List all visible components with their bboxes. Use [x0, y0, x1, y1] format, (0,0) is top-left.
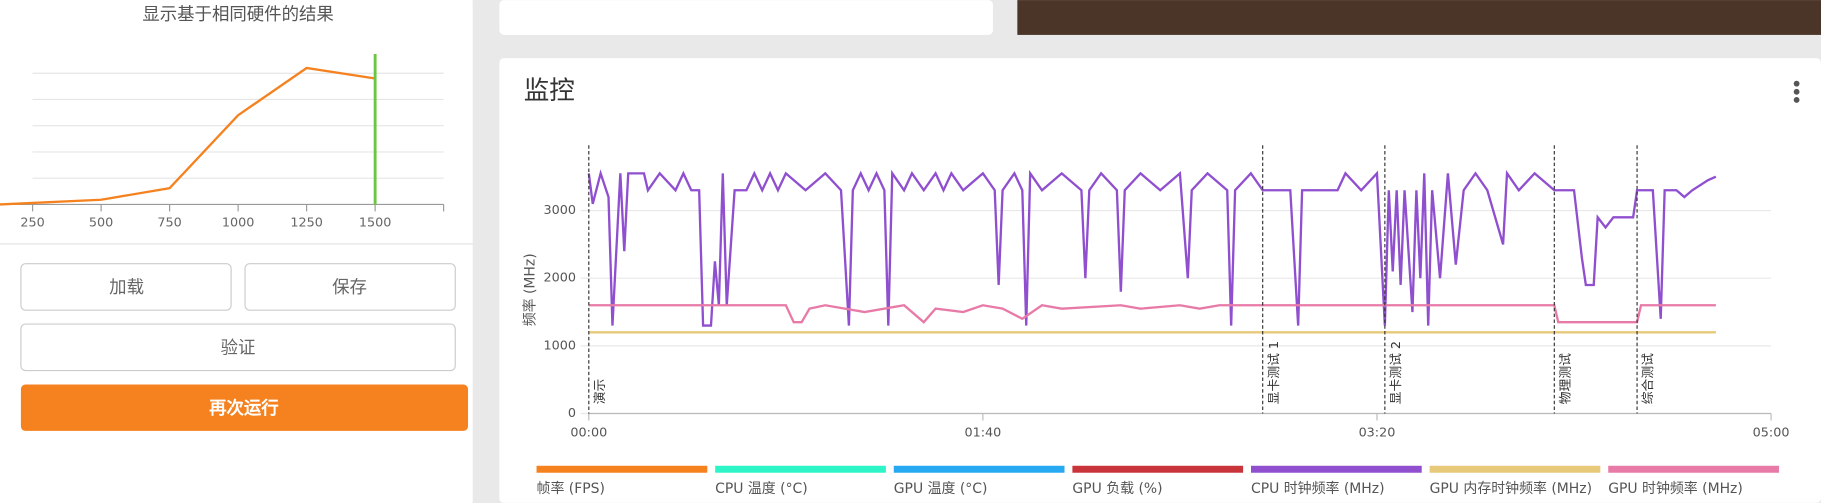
button[interactable] [20, 323, 456, 372]
score-card [499, 0, 993, 35]
event-label: 综合测试 [1641, 353, 1656, 404]
x-tick-label: 03:20 [1359, 426, 1396, 441]
x-tick-label: 05:00 [1753, 426, 1790, 441]
y-axis-label: 频率 (MHz) [522, 253, 539, 326]
legend-swatch [1251, 465, 1422, 473]
menu-dot[interactable] [1793, 88, 1800, 95]
event-label: 物理测试 [1558, 353, 1573, 404]
y-tick-label: 1000 [544, 338, 577, 353]
legend-label: GPU 温度 (°C) [894, 481, 988, 497]
x-tick-label: 1250 [290, 216, 323, 231]
event-label: 显卡测试 1 [1267, 341, 1282, 404]
legend-swatch [1429, 465, 1601, 473]
button-label[interactable]: 保存 [332, 278, 367, 298]
x-tick-label: 1500 [359, 216, 392, 231]
legend-label: 帧率 (FPS) [537, 480, 605, 497]
legend-swatch [1072, 465, 1244, 473]
menu-dot[interactable] [1793, 97, 1800, 103]
y-tick-label: 2000 [544, 271, 577, 286]
x-tick-label: 500 [89, 216, 113, 231]
primary-button[interactable] [20, 384, 469, 431]
legend-label: GPU 内存时钟频率 (MHz) [1430, 480, 1592, 497]
line [0, 66, 376, 206]
legend-swatch [893, 465, 1065, 473]
legend-swatch [715, 465, 886, 473]
event-label: 演示 [592, 378, 608, 404]
event-label: 显卡测试 2 [1389, 341, 1404, 404]
x-tick-label: 750 [157, 216, 181, 231]
monitor-panel [499, 58, 1821, 503]
x-tick-label: 250 [20, 216, 44, 231]
legend-label: GPU 时钟频率 (MHz) [1608, 480, 1743, 497]
y-tick-label: 3000 [544, 203, 577, 218]
caption: 显示基于相同硬件的结果 [142, 5, 333, 25]
menu-dot[interactable] [1793, 80, 1800, 87]
button[interactable] [20, 263, 232, 311]
button-label[interactable]: 验证 [221, 338, 256, 358]
line [588, 304, 1716, 324]
y-tick-label: 0 [568, 406, 576, 421]
legend-swatch [1608, 465, 1779, 473]
button-label[interactable]: 加载 [109, 278, 144, 298]
button[interactable] [244, 263, 456, 311]
legend-label: CPU 温度 (°C) [715, 481, 808, 497]
primary-button-label[interactable]: 再次运行 [209, 398, 279, 419]
banner-image [1017, 0, 1821, 35]
legend-swatch [536, 465, 708, 473]
legend-label: GPU 负载 (%) [1072, 481, 1162, 497]
x-tick-label: 01:40 [964, 426, 1001, 441]
x-tick-label: 00:00 [570, 426, 607, 441]
monitor-title: 监控 [524, 76, 575, 106]
x-tick-label: 1000 [222, 216, 254, 231]
legend-label: CPU 时钟频率 (MHz) [1251, 480, 1385, 497]
